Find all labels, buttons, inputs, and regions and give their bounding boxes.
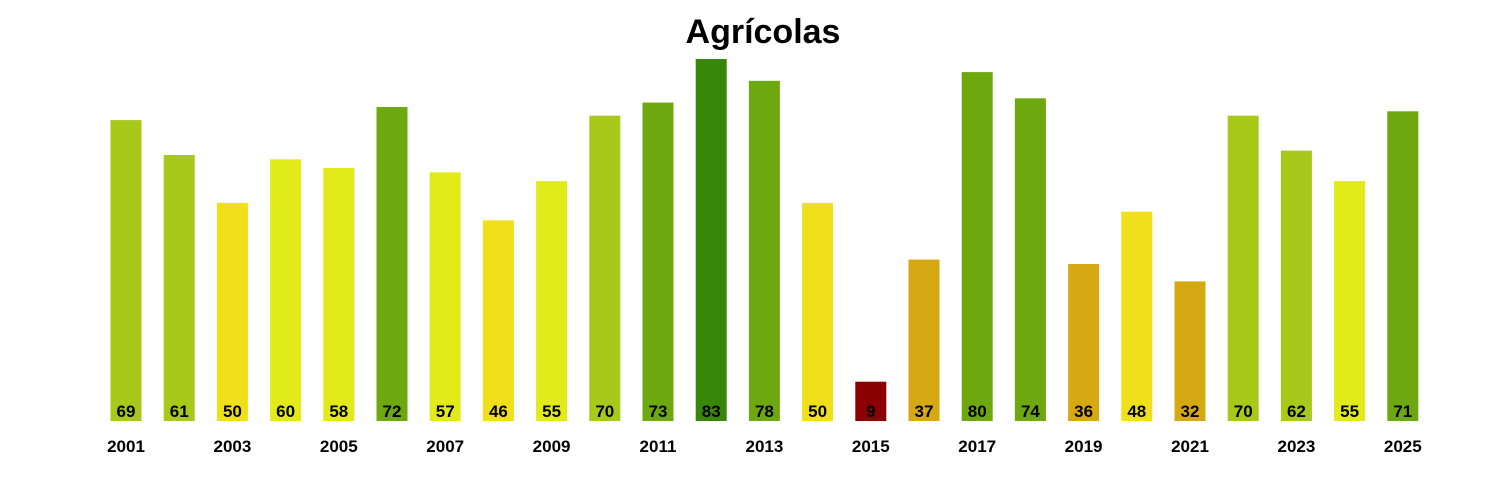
- bar-value-label-2017: 80: [968, 402, 987, 421]
- x-tick-label-2009: 2009: [533, 437, 571, 456]
- bar-value-label-2004: 60: [276, 402, 295, 421]
- x-tick-label-2011: 2011: [640, 437, 677, 456]
- bar-value-label-2012: 83: [702, 402, 721, 421]
- bar-value-label-2002: 61: [170, 402, 189, 421]
- x-tick-label-2017: 2017: [958, 437, 996, 456]
- bar-value-label-2010: 70: [595, 402, 614, 421]
- chart-title: Agrícolas: [686, 13, 841, 51]
- bar-value-label-2005: 58: [329, 402, 348, 421]
- bar-value-label-2015: 9: [866, 402, 875, 421]
- x-tick-label-2001: 2001: [107, 437, 145, 456]
- bar-2005: [323, 168, 355, 421]
- bar-2017: [961, 72, 993, 421]
- bar-value-label-2009: 55: [542, 402, 561, 421]
- bar-2020: [1121, 211, 1153, 421]
- bar-2006: [376, 107, 408, 421]
- bar-2003: [216, 202, 248, 421]
- bar-value-label-2014: 50: [808, 402, 827, 421]
- bar-2015: [855, 381, 887, 421]
- bar-2019: [1068, 264, 1100, 421]
- x-tick-label-2005: 2005: [320, 437, 358, 456]
- bar-value-label-2008: 46: [489, 402, 508, 421]
- bar-2018: [1014, 98, 1046, 422]
- x-tick-label-2007: 2007: [426, 437, 464, 456]
- x-tick-label-2021: 2021: [1171, 437, 1209, 456]
- bar-value-label-2023: 62: [1287, 402, 1306, 421]
- bar-value-label-2011: 73: [649, 402, 668, 421]
- bars-group: [110, 59, 1419, 422]
- bar-2013: [748, 80, 780, 422]
- x-tick-label-2023: 2023: [1277, 437, 1315, 456]
- bar-2016: [908, 259, 940, 421]
- bar-value-label-2016: 37: [915, 402, 934, 421]
- bar-2001: [110, 120, 142, 421]
- bar-value-label-2003: 50: [223, 402, 242, 421]
- bar-value-label-2013: 78: [755, 402, 774, 421]
- bar-value-label-2024: 55: [1340, 402, 1359, 421]
- x-tick-label-2003: 2003: [213, 437, 251, 456]
- bar-2021: [1174, 281, 1206, 421]
- bar-2007: [429, 172, 461, 421]
- bar-2008: [482, 220, 514, 421]
- bar-value-label-2001: 69: [117, 402, 136, 421]
- x-tick-label-2019: 2019: [1065, 437, 1103, 456]
- bar-2010: [589, 115, 621, 421]
- bar-value-label-2025: 71: [1393, 402, 1412, 421]
- bar-2023: [1280, 150, 1312, 421]
- bar-2022: [1227, 115, 1259, 421]
- bar-2012: [695, 59, 727, 421]
- bar-value-label-2006: 72: [383, 402, 402, 421]
- bar-2004: [270, 159, 302, 422]
- bar-2009: [536, 181, 568, 421]
- bar-2011: [642, 102, 674, 421]
- x-tick-label-2015: 2015: [852, 437, 890, 456]
- bar-labels-group: 69 61 50 60 58 72 57 46 55 70 73 83 78 50 9 37 80 74 36 48 3…: [117, 402, 1413, 421]
- bar-2024: [1334, 181, 1366, 421]
- bar-value-label-2022: 70: [1234, 402, 1253, 421]
- bar-value-label-2020: 48: [1127, 402, 1146, 421]
- x-tick-label-2025: 2025: [1384, 437, 1422, 456]
- bar-value-label-2018: 74: [1021, 402, 1040, 421]
- bar-value-label-2007: 57: [436, 402, 455, 421]
- bar-2025: [1387, 111, 1419, 422]
- x-tick-label-2013: 2013: [745, 437, 783, 456]
- bar-value-label-2019: 36: [1074, 402, 1093, 421]
- x-axis-ticks: 2001 2003 2005 2007 2009 2011 2013 2015 2017 2019…: [107, 437, 1422, 456]
- bar-2002: [163, 155, 195, 421]
- bar-value-label-2021: 32: [1181, 402, 1200, 421]
- bar-2014: [802, 202, 834, 421]
